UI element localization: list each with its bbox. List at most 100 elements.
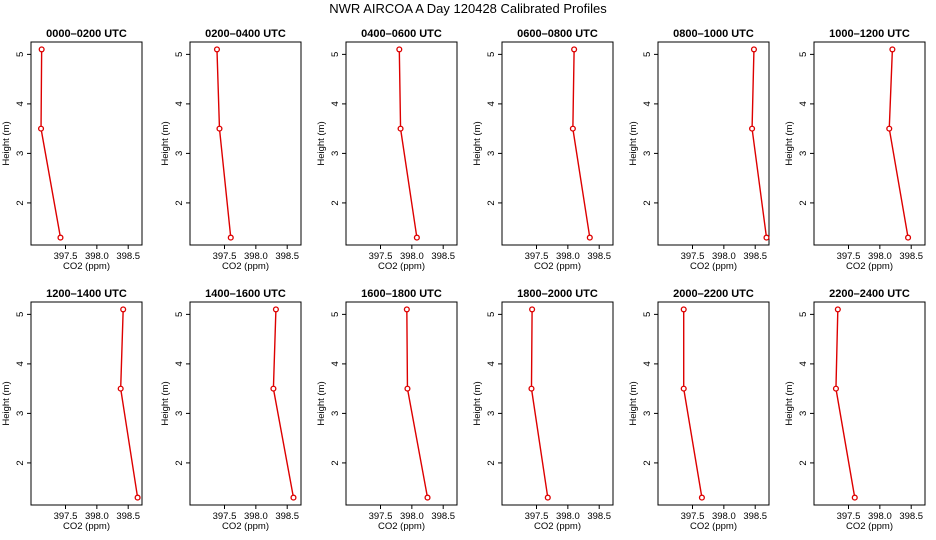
x-tick-label: 397.5 xyxy=(213,251,237,262)
panel: 0400–0600 UTC 397.5 398.0 398.5 2 3 4 5 CO2 (ppm… xyxy=(316,28,458,272)
y-tick-label: 3 xyxy=(15,411,26,416)
panel: 2000–2200 UTC 397.5 398.0 398.5 2 3 4 5 CO2 (ppm… xyxy=(628,288,770,532)
y-tick-label: 5 xyxy=(15,312,26,317)
y-tick-label: 3 xyxy=(15,151,26,156)
x-axis-label: CO2 (ppm) xyxy=(534,521,581,532)
panel-title: 2000–2200 UTC xyxy=(673,288,754,300)
x-tick-label: 398.0 xyxy=(556,251,580,262)
profile-line xyxy=(683,309,703,498)
plot-frame xyxy=(345,41,458,246)
x-axis-label: CO2 (ppm) xyxy=(222,521,269,532)
y-tick-label: 2 xyxy=(642,200,653,205)
x-tick-label: 398.0 xyxy=(712,251,736,262)
plot-frame xyxy=(30,41,143,246)
panel-title: 1000–1200 UTC xyxy=(829,28,910,40)
panel: 1600–1800 UTC 397.5 398.0 398.5 2 3 4 5 CO2 (ppm… xyxy=(316,288,458,532)
plot-frame xyxy=(189,301,302,506)
plot-frame xyxy=(501,41,614,246)
x-axis-label: CO2 (ppm) xyxy=(63,261,110,272)
x-axis-label: CO2 (ppm) xyxy=(846,521,893,532)
x-tick-label: 398.5 xyxy=(431,251,455,262)
y-tick-label: 3 xyxy=(486,151,497,156)
panel: 0200–0400 UTC 397.5 398.0 398.5 2 3 4 5 CO2 (ppm… xyxy=(160,28,302,272)
panel-title: 1800–2000 UTC xyxy=(517,288,598,300)
x-tick-label: 397.5 xyxy=(681,511,705,522)
data-point xyxy=(413,234,420,241)
x-tick-label: 398.5 xyxy=(899,511,923,522)
x-tick-label: 397.5 xyxy=(213,511,237,522)
y-axis-label: Height (m) xyxy=(1,381,12,425)
plot-frame xyxy=(501,301,614,506)
y-tick-label: 4 xyxy=(642,361,653,366)
y-tick-label: 5 xyxy=(15,52,26,57)
y-tick-label: 4 xyxy=(174,361,185,366)
profile-line xyxy=(272,309,295,498)
data-point xyxy=(529,306,536,313)
x-tick-label: 398.0 xyxy=(85,251,109,262)
data-point xyxy=(37,125,45,132)
panel-title: 1200–1400 UTC xyxy=(46,288,127,300)
y-tick-label: 2 xyxy=(174,200,185,205)
profile-line xyxy=(40,49,62,238)
data-point xyxy=(120,306,127,313)
y-tick-label: 2 xyxy=(486,460,497,465)
data-point xyxy=(397,125,404,132)
profile-line xyxy=(751,49,768,238)
x-tick-label: 398.0 xyxy=(868,511,892,522)
y-tick-label: 3 xyxy=(174,151,185,156)
data-point xyxy=(396,46,403,53)
y-tick-label: 2 xyxy=(330,200,341,205)
plot-frame xyxy=(189,41,302,246)
y-tick-label: 4 xyxy=(798,101,809,106)
y-tick-label: 4 xyxy=(642,101,653,106)
y-tick-label: 4 xyxy=(15,101,26,106)
figure-title: NWR AIRCOA A Day 120428 Calibrated Profi… xyxy=(329,1,607,16)
y-axis-label: Height (m) xyxy=(784,381,795,425)
data-point xyxy=(272,306,279,313)
data-point xyxy=(698,494,705,501)
data-point xyxy=(213,46,221,53)
data-point xyxy=(528,385,535,392)
y-axis-label: Height (m) xyxy=(316,381,327,425)
y-tick-label: 2 xyxy=(798,200,809,205)
data-point xyxy=(424,494,431,501)
panel-title: 0200–0400 UTC xyxy=(205,28,286,40)
x-tick-label: 398.0 xyxy=(85,511,109,522)
panel-title: 2200–2400 UTC xyxy=(829,288,910,300)
x-axis-label: CO2 (ppm) xyxy=(690,261,737,272)
plot-frame xyxy=(813,301,926,506)
x-tick-label: 397.5 xyxy=(681,251,705,262)
x-axis-label: CO2 (ppm) xyxy=(690,521,737,532)
y-tick-label: 2 xyxy=(15,460,26,465)
profile-line xyxy=(119,309,139,498)
y-axis-label: Height (m) xyxy=(472,381,483,425)
y-tick-label: 5 xyxy=(642,52,653,57)
y-tick-label: 3 xyxy=(486,411,497,416)
y-tick-label: 2 xyxy=(174,460,185,465)
x-tick-label: 397.5 xyxy=(369,511,393,522)
panels: 0000–0200 UTC 397.5 398.0 398.5 2 3 4 5 CO2 (ppm… xyxy=(1,28,926,532)
x-tick-label: 398.5 xyxy=(275,251,299,262)
data-point xyxy=(403,306,410,313)
panel: 0800–1000 UTC 397.5 398.0 398.5 2 3 4 5 CO2 (ppm… xyxy=(628,28,770,272)
data-point xyxy=(889,46,896,53)
x-tick-label: 397.5 xyxy=(525,251,549,262)
y-tick-label: 5 xyxy=(642,312,653,317)
data-point xyxy=(905,234,912,241)
data-point xyxy=(680,306,687,313)
data-point xyxy=(270,385,277,392)
data-point xyxy=(569,125,576,132)
panel: 0000–0200 UTC 397.5 398.0 398.5 2 3 4 5 CO2 (ppm… xyxy=(1,28,143,272)
y-axis-label: Height (m) xyxy=(1,121,12,165)
y-tick-label: 2 xyxy=(330,460,341,465)
y-tick-label: 3 xyxy=(330,411,341,416)
panel-title: 0600–0800 UTC xyxy=(517,28,598,40)
y-tick-label: 3 xyxy=(642,411,653,416)
profile-line xyxy=(530,309,549,498)
y-tick-label: 5 xyxy=(486,312,497,317)
x-tick-label: 398.5 xyxy=(743,511,767,522)
profile-line xyxy=(406,309,429,498)
x-tick-label: 398.5 xyxy=(116,251,140,262)
y-tick-label: 3 xyxy=(330,151,341,156)
